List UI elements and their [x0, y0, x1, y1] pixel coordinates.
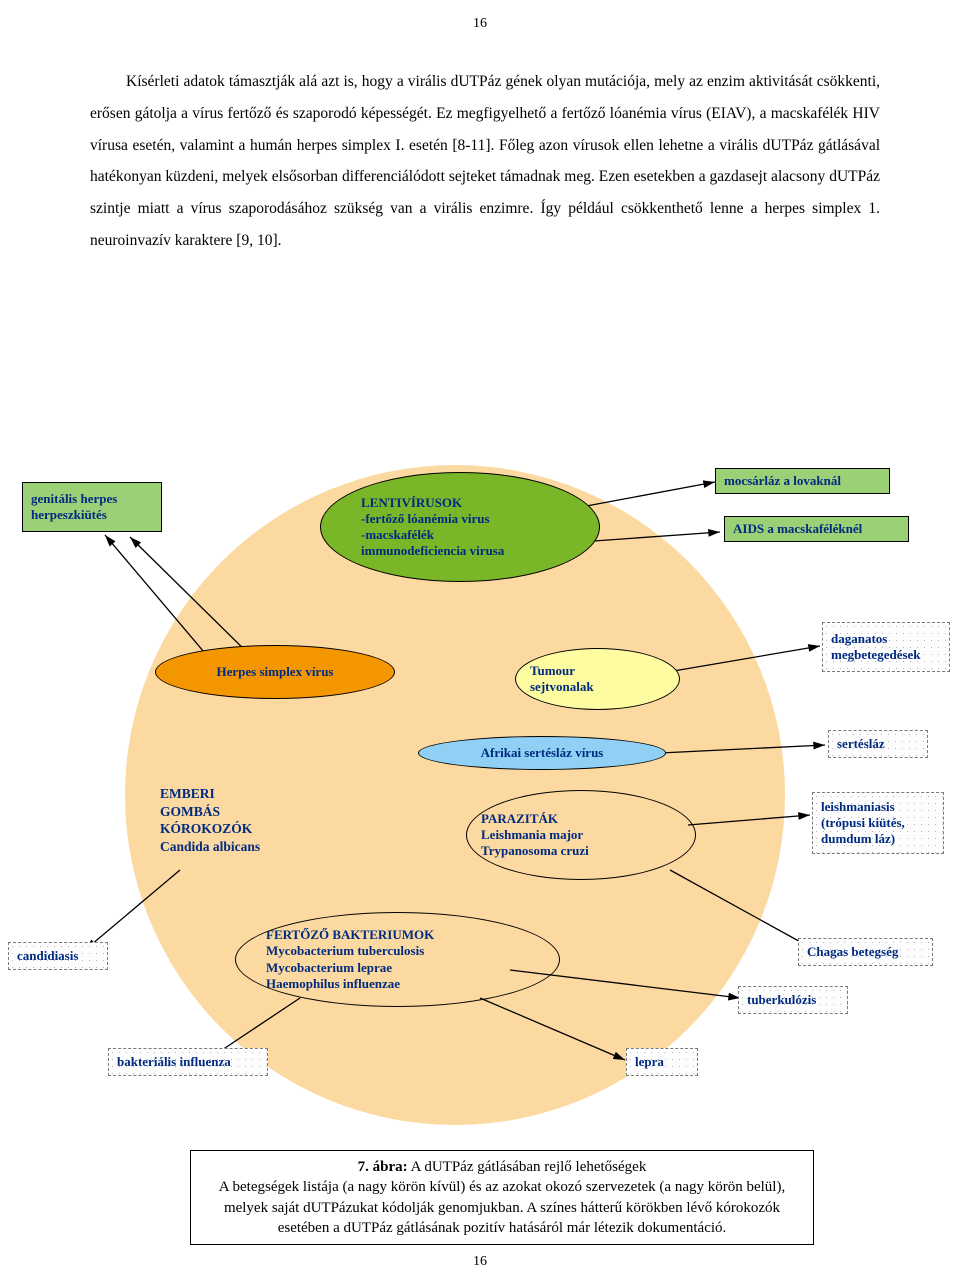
page-number-top: 16 [0, 16, 960, 32]
node-bakteriumok-label: FERTŐZŐ BAKTERIUMOK Mycobacterium tuberc… [266, 927, 434, 992]
box-lepra: lepra [626, 1048, 698, 1076]
box-tuberkulozis: tuberkulózis [738, 986, 848, 1014]
box-mocsarlaz: mocsárláz a lovaknál [715, 468, 890, 494]
body-paragraph: Kísérleti adatok támasztják alá azt is, … [90, 66, 880, 257]
caption-box: 7. ábra: A dUTPáz gátlásában rejlő lehet… [190, 1150, 814, 1245]
node-lentivirusok-label: LENTIVÍRUSOK -fertőző lóanémia virus -ma… [361, 495, 504, 560]
caption-title: 7. ábra: [358, 1159, 408, 1175]
node-parazitak: PARAZITÁK Leishmania major Trypanosoma c… [466, 790, 696, 880]
node-herpes-label: Herpes simplex vírus [217, 664, 334, 680]
box-candidiasis: candidiasis [8, 942, 108, 970]
node-tumour: Tumour sejtvonalak [515, 648, 680, 710]
node-lentivirusok: LENTIVÍRUSOK -fertőző lóanémia virus -ma… [320, 472, 600, 582]
box-serteslaz: sertésláz [828, 730, 928, 758]
box-genitalis: genitális herpes herpeszkiütés [22, 482, 162, 532]
node-tumour-label: Tumour sejtvonalak [530, 663, 594, 696]
node-afrikai: Afrikai sertésláz vírus [418, 736, 666, 770]
node-herpes: Herpes simplex vírus [155, 645, 395, 699]
page: 16 Kísérleti adatok támasztják alá azt i… [0, 0, 960, 1280]
diagram: LENTIVÍRUSOK -fertőző lóanémia virus -ma… [0, 450, 960, 1150]
node-afrikai-label: Afrikai sertésláz vírus [481, 745, 604, 761]
box-daganatos: daganatos megbetegedések [822, 622, 950, 672]
box-leishmaniasis: leishmaniasis (trópusi kiütés, dumdum lá… [812, 792, 944, 854]
box-aids: AIDS a macskaféléknél [724, 516, 909, 542]
paragraph-text: Kísérleti adatok támasztják alá azt is, … [90, 66, 880, 257]
node-bakteriumok: FERTŐZŐ BAKTERIUMOK Mycobacterium tuberc… [235, 912, 560, 1007]
box-bakterialis-influenza: bakteriális influenza [108, 1048, 268, 1076]
box-chagas: Chagas betegség [798, 938, 933, 966]
page-number-bottom: 16 [0, 1254, 960, 1270]
node-gombak: EMBERI GOMBÁS KÓROKOZÓK Candida albicans [160, 785, 260, 855]
caption-text: A dUTPáz gátlásában rejlő lehetőségek A … [219, 1159, 785, 1236]
node-parazitak-label: PARAZITÁK Leishmania major Trypanosoma c… [481, 811, 589, 860]
